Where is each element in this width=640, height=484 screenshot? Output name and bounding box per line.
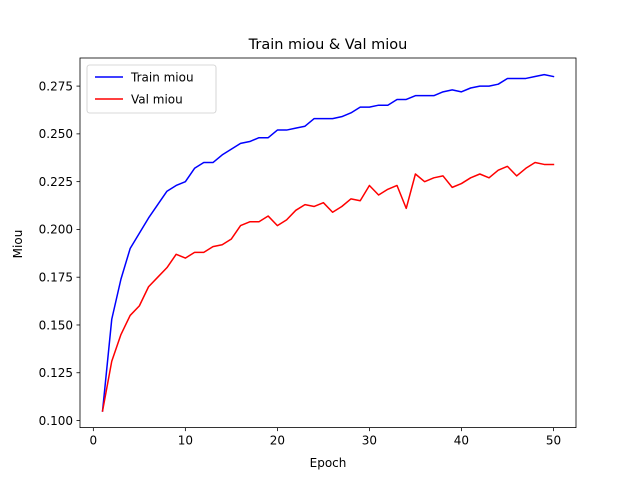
x-tick-label: 30 [362, 434, 377, 448]
plot-area: 0 10 20 30 40 50 0.100 0.125 0.150 0.175 0.200 0.22… [39, 57, 577, 448]
y-tick-label: 0.125 [39, 366, 73, 380]
y-tick-label: 0.150 [39, 318, 73, 332]
series-line-0 [101, 73, 555, 412]
y-axis-label: Miou [11, 230, 25, 259]
y-tick-label: 0.225 [39, 175, 73, 189]
legend-label-0: Train miou [130, 70, 194, 84]
y-tick-label: 0.100 [39, 414, 73, 428]
legend-label-1: Val miou [131, 92, 183, 106]
chart-title: Train miou & Val miou [248, 37, 408, 53]
series-line-1 [101, 161, 555, 412]
x-tick-label: 40 [454, 434, 469, 448]
x-tick-label: 50 [546, 434, 561, 448]
y-tick-label: 0.175 [39, 270, 73, 284]
y-tick-label: 0.275 [39, 79, 73, 93]
x-tick-label: 20 [270, 434, 285, 448]
x-tick-label: 10 [178, 434, 193, 448]
x-tick-label: 0 [90, 434, 98, 448]
y-tick-label: 0.200 [39, 223, 73, 237]
x-axis-label: Epoch [310, 456, 347, 470]
axes-frame [79, 57, 577, 429]
legend: Train miou Val miou [86, 64, 217, 114]
y-tick-label: 0.250 [39, 127, 73, 141]
